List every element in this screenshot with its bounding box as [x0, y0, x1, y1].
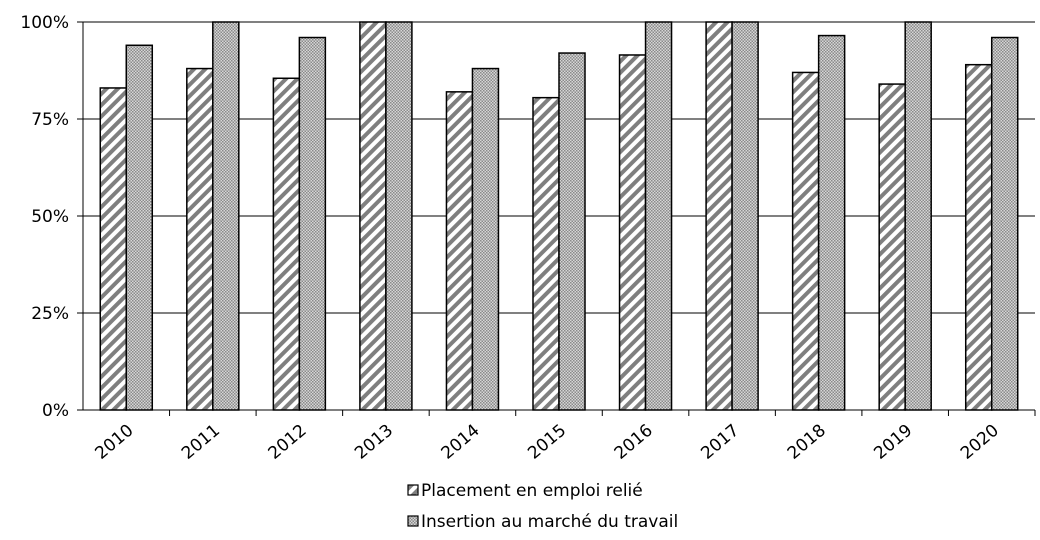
- series-placement-bar: [618, 54, 647, 411]
- series-insertion-bar: [817, 34, 846, 411]
- axes: [77, 21, 1036, 416]
- series-placement-bar: [705, 21, 733, 411]
- legend-swatch: [407, 484, 419, 496]
- legend-swatch: [407, 515, 419, 527]
- x-tick-label: 2011: [178, 421, 224, 464]
- series-placement-bar: [99, 87, 128, 411]
- legend: Placement en emploi relié Insertion au ma…: [407, 481, 678, 532]
- series-placement-bar: [532, 96, 560, 411]
- series-insertion-bar: [385, 21, 413, 411]
- series-placement-bar: [272, 77, 301, 411]
- x-tick-label: 2012: [265, 421, 311, 464]
- series-placement-bar: [878, 83, 906, 411]
- series-placement-bar: [186, 67, 214, 411]
- series-insertion-bar: [471, 67, 500, 411]
- series-placement-bar: [359, 21, 387, 411]
- series-insertion-bar: [731, 21, 759, 411]
- x-tick-label: 2010: [91, 421, 137, 464]
- x-tick-label: 2015: [524, 421, 570, 464]
- series-insertion-bar: [125, 44, 154, 411]
- x-tick-label: 2018: [784, 421, 830, 464]
- x-tick-label: 2014: [438, 421, 484, 464]
- bars: [99, 21, 1019, 411]
- legend-label: Insertion au marché du travail: [421, 512, 678, 532]
- x-tick-label: 2013: [351, 421, 397, 464]
- x-axis-tick-labels: 2010 2011 2012 2013 2014 2015 2016 2017 2018 2019…: [91, 421, 1002, 464]
- series-placement-bar: [445, 91, 474, 411]
- y-axis-tick-labels: 0% 25% 50% 75% 100%: [20, 13, 69, 421]
- y-tick-label: 75%: [31, 110, 69, 130]
- x-tick-label: 2016: [611, 421, 657, 464]
- y-tick-label: 100%: [20, 13, 69, 33]
- series-placement-bar: [964, 63, 993, 411]
- series-insertion-bar: [644, 21, 673, 411]
- y-tick-label: 25%: [31, 304, 69, 324]
- x-tick-label: 2019: [870, 421, 916, 464]
- series-insertion-bar: [904, 21, 932, 411]
- y-tick-label: 50%: [31, 207, 69, 227]
- series-insertion-bar: [558, 52, 586, 411]
- y-tick-label: 0%: [42, 401, 69, 421]
- series-insertion-bar: [990, 36, 1019, 411]
- x-tick-label: 2020: [957, 421, 1003, 464]
- series-insertion-bar: [298, 36, 327, 411]
- series-placement-bar: [791, 71, 820, 411]
- x-tick-label: 2017: [697, 421, 743, 464]
- series-insertion-bar: [212, 21, 240, 411]
- legend-label: Placement en emploi relié: [421, 481, 643, 501]
